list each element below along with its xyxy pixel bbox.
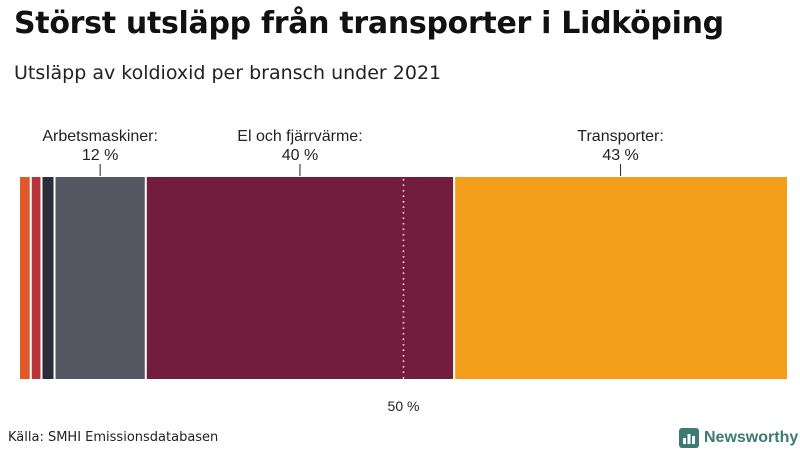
segment-label-arbetsmaskiner: Arbetsmaskiner: <box>42 128 158 145</box>
bar-segment-small-3 <box>41 177 55 379</box>
bar-segment-arbetsmaskiner <box>54 177 146 379</box>
reference-line-label: 50 % <box>388 398 420 414</box>
chart-title: Störst utsläpp från transporter i Lidköp… <box>14 6 724 41</box>
segment-value-transporter: 43 % <box>602 147 638 164</box>
segment-label-el-och-fjarrvarme: El och fjärrvärme: <box>237 128 362 145</box>
bar-segment-small-2 <box>30 177 42 379</box>
source-note: Källa: SMHI Emissionsdatabasen <box>8 430 219 445</box>
bar-segment-el-och-fjarrvarme <box>145 177 455 379</box>
segment-value-el-och-fjarrvarme: 40 % <box>282 147 318 164</box>
segment-label-transporter: Transporter: <box>577 128 664 145</box>
bar-chart-logo-icon <box>679 428 699 448</box>
brand-name: Newsworthy <box>704 429 799 446</box>
bar-segment-transporter <box>454 177 787 379</box>
bar-segment-small-1 <box>20 177 31 379</box>
chart-subtitle: Utsläpp av koldioxid per bransch under 2… <box>14 62 442 84</box>
brand-logo: Newsworthy <box>679 427 798 449</box>
segment-value-arbetsmaskiner: 12 % <box>82 147 118 164</box>
